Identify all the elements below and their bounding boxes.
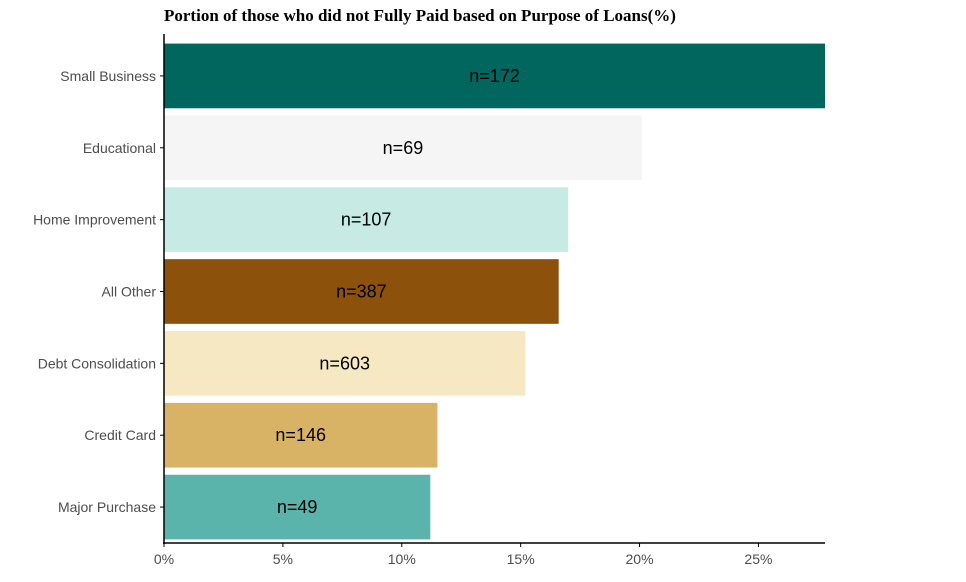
bar-data-label: n=172 xyxy=(469,66,520,86)
bars-layer xyxy=(164,43,825,540)
bar-data-label: n=49 xyxy=(277,497,318,517)
bar-labels-layer: n=172 n=69 n=107 n=387 n=603 n=146 n=49 xyxy=(275,66,519,517)
bar xyxy=(164,187,569,252)
category-tick-label: Debt Consolidation xyxy=(38,355,156,371)
bar-data-label: n=603 xyxy=(319,353,370,373)
x-tick-label: 5% xyxy=(273,551,293,567)
axes-layer: 0% 5% 10% 15% 20% 25% xyxy=(154,34,825,567)
bar xyxy=(164,115,642,181)
bar xyxy=(164,43,825,109)
x-tick-label: 25% xyxy=(744,551,772,567)
bar xyxy=(164,259,559,324)
bar xyxy=(164,331,526,396)
bar-data-label: n=387 xyxy=(336,282,387,302)
bar xyxy=(164,402,438,468)
x-tick-label: 15% xyxy=(507,551,535,567)
category-tick-label: Small Business xyxy=(60,68,156,84)
x-tick-label: 0% xyxy=(154,551,174,567)
bar-data-label: n=107 xyxy=(341,210,392,230)
chart-title: Portion of those who did not Fully Paid … xyxy=(164,6,676,25)
x-tick-label: 20% xyxy=(626,551,654,567)
category-tick-label: Educational xyxy=(83,140,156,156)
category-tick-label: Home Improvement xyxy=(33,212,156,228)
category-tick-label: Major Purchase xyxy=(58,499,156,515)
bar xyxy=(164,474,431,540)
bar-data-label: n=146 xyxy=(275,425,326,445)
category-tick-label: Credit Card xyxy=(84,427,156,443)
category-tick-label: All Other xyxy=(102,284,157,300)
bar-data-label: n=69 xyxy=(383,138,424,158)
x-tick-label: 10% xyxy=(388,551,416,567)
category-labels-layer: Small Business Educational Home Improvemen… xyxy=(33,68,156,515)
